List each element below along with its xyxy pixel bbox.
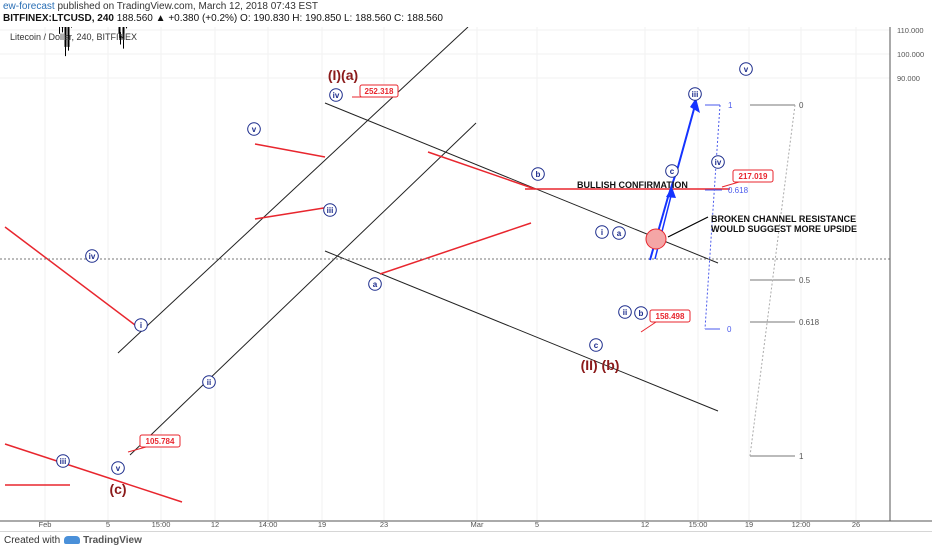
y-tick-label: 110.000 bbox=[897, 27, 924, 35]
chart-area[interactable]: 252.318 217.019 158.498 105.784 (I)(a) (II) (… bbox=[0, 27, 932, 531]
x-tick-label: 23 bbox=[380, 520, 388, 529]
wave-label-circled: ii bbox=[207, 378, 211, 387]
price-callout-label: 158.498 bbox=[656, 312, 685, 321]
x-tick-label: 15:00 bbox=[689, 520, 708, 529]
author-link[interactable]: ew-forecast bbox=[3, 1, 55, 12]
price-callout-label: 217.019 bbox=[739, 172, 768, 181]
x-tick-label: 5 bbox=[535, 520, 539, 529]
bullish-confirmation-label: BULLISH CONFIRMATION bbox=[577, 180, 688, 190]
breakout-highlight bbox=[646, 229, 666, 249]
fib-label: 0 bbox=[727, 325, 732, 334]
y-tick-label: 100.000 bbox=[897, 50, 924, 59]
wave-label-circled: iv bbox=[89, 252, 96, 261]
wave-label-circled: ii bbox=[623, 308, 627, 317]
wave-label-circled: iii bbox=[692, 90, 699, 99]
price-callout-label: 105.784 bbox=[146, 437, 175, 446]
tradingview-brand[interactable]: TradingView bbox=[83, 535, 142, 546]
symbol-bar: BITFINEX:LTCUSD, 240 188.560 ▲ +0.380 (+… bbox=[3, 13, 443, 25]
wave-label-circled: i bbox=[140, 321, 142, 330]
broken-channel-label: BROKEN CHANNEL RESISTANCE bbox=[711, 214, 856, 224]
plot-background bbox=[0, 27, 890, 531]
wave-label-primary: (I)(a) bbox=[328, 67, 358, 83]
wave-label-circled: iii bbox=[327, 206, 334, 215]
wave-label-circled: v bbox=[744, 65, 749, 74]
x-tick-label: 5 bbox=[106, 520, 110, 529]
publish-text: published on TradingView.com, March 12, … bbox=[57, 1, 318, 12]
x-tick-label: 19 bbox=[745, 520, 753, 529]
more-upside-label: WOULD SUGGEST MORE UPSIDE bbox=[711, 224, 857, 234]
symbol-label: BITFINEX:LTCUSD, 240 bbox=[3, 13, 114, 24]
wave-label-circled: a bbox=[617, 229, 622, 238]
x-tick-label: 12 bbox=[641, 520, 649, 529]
chart-title: Litecoin / Dollar, 240, BITFINEX bbox=[10, 32, 137, 42]
wave-label-primary: (II) (b) bbox=[581, 357, 620, 373]
fib-label: 1 bbox=[728, 101, 733, 110]
fib-label: 0.618 bbox=[728, 186, 749, 195]
x-tick-label: 12:00 bbox=[792, 520, 811, 529]
wave-label-circled: iv bbox=[715, 158, 722, 167]
price-callout-label: 252.318 bbox=[365, 87, 394, 96]
wave-label-circled: c bbox=[594, 341, 599, 350]
fib-label-right: 1 bbox=[799, 452, 804, 461]
wave-label-circled: i bbox=[601, 228, 603, 237]
fib-label-right: 0 bbox=[799, 101, 804, 110]
wave-label-circled: v bbox=[252, 125, 257, 134]
fib-label-right: 0.5 bbox=[799, 276, 811, 285]
wave-label-circled: b bbox=[639, 309, 644, 318]
x-tick-label: 14:00 bbox=[259, 520, 278, 529]
wave-label-primary: (c) bbox=[109, 481, 126, 497]
wave-label-circled: c bbox=[670, 167, 675, 176]
x-tick-label: 15:00 bbox=[152, 520, 171, 529]
tradingview-logo-icon bbox=[64, 536, 80, 544]
publish-info: ew-forecast published on TradingView.com… bbox=[3, 1, 318, 13]
x-tick-label: Mar bbox=[471, 520, 484, 529]
y-tick-label: 90.000 bbox=[897, 74, 920, 83]
x-tick-label: 26 bbox=[852, 520, 860, 529]
created-with-text: Created with bbox=[4, 535, 60, 546]
wave-label-circled: v bbox=[116, 464, 121, 473]
wave-label-circled: b bbox=[536, 170, 541, 179]
fib-label-right: 0.618 bbox=[799, 318, 820, 327]
footer: Created with TradingView bbox=[0, 531, 932, 551]
wave-label-circled: iii bbox=[60, 457, 67, 466]
ticker-info: 188.560 ▲ +0.380 (+0.2%) O: 190.830 H: 1… bbox=[117, 13, 443, 24]
x-tick-label: 12 bbox=[211, 520, 219, 529]
x-tick-label: 19 bbox=[318, 520, 326, 529]
wave-label-circled: iv bbox=[333, 91, 340, 100]
x-tick-label: Feb bbox=[39, 520, 52, 529]
wave-label-circled: a bbox=[373, 280, 378, 289]
